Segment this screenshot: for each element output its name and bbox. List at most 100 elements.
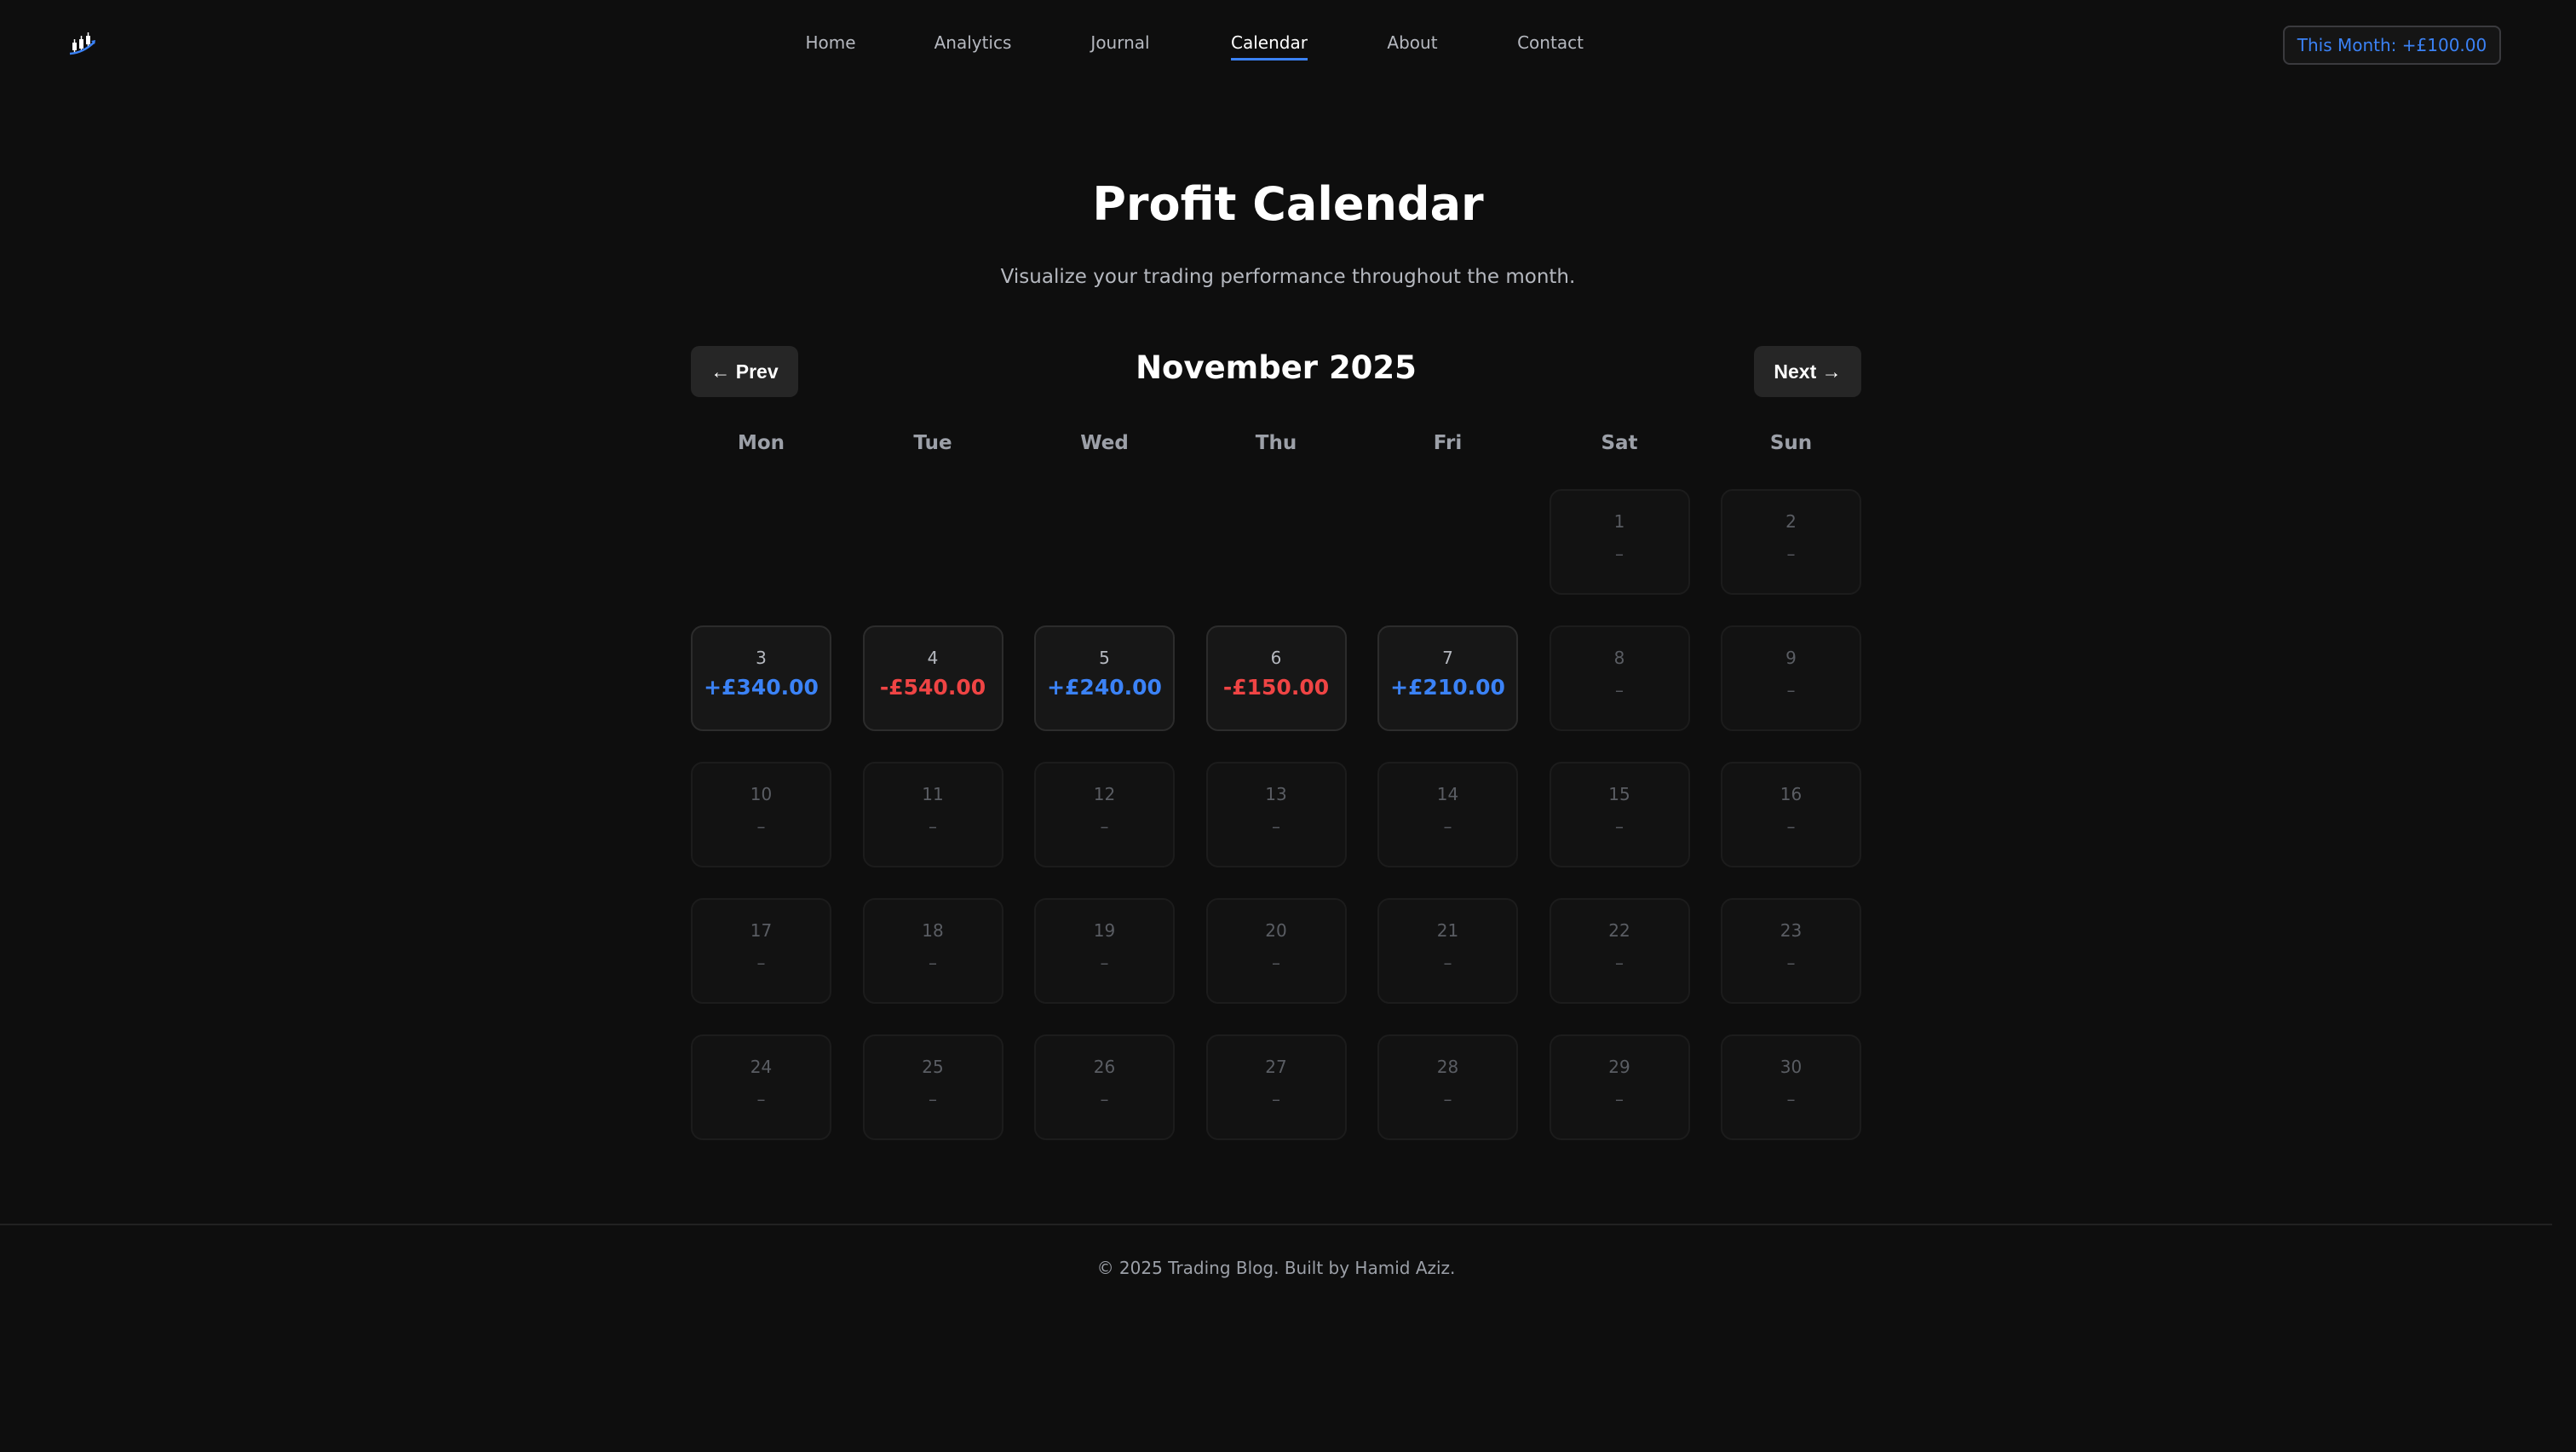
day-number: 15 [1608, 784, 1630, 804]
calendar-grid: Mon Tue Wed Thu Fri Sat Sun 1–2–3 +£340.00 4 -£540… [691, 426, 1861, 1171]
day-number: 22 [1608, 920, 1630, 941]
day-cell[interactable]: 8– [1549, 625, 1690, 731]
day-profit: -£540.00 [879, 675, 986, 700]
day-cell[interactable]: 22 – [1549, 898, 1690, 1004]
day-profit: – [1786, 544, 1796, 564]
weekday-header: Tue [913, 432, 952, 454]
day-profit: +£210.00 [1390, 675, 1505, 700]
monthly-total-badge: This Month: +£100.00 [2283, 26, 2501, 65]
nav-journal[interactable]: Journal [1090, 32, 1150, 53]
day-cell[interactable]: 20 – [1205, 898, 1347, 1004]
nav-analytics[interactable]: Analytics [934, 32, 1012, 53]
day-profit: – [1786, 816, 1796, 837]
day-profit: – [929, 1089, 937, 1109]
next-month-button[interactable]: Next → [1754, 346, 1861, 397]
day-profit: -£150.00 [1222, 675, 1330, 700]
day-profit: – [1443, 816, 1452, 837]
day-profit: – [1100, 1089, 1109, 1109]
day-number: 27 [1265, 1057, 1287, 1077]
footer-text: © 2025 Trading Blog. Built by Hamid Aziz… [1096, 1258, 1456, 1278]
day-profit: – [1100, 953, 1109, 973]
day-number: 17 [750, 920, 773, 941]
day-profit: – [1443, 1089, 1452, 1109]
day-number: 26 [1093, 1057, 1116, 1077]
day-profit: – [756, 1089, 766, 1109]
day-cell[interactable]: 7 +£210.00 [1377, 625, 1518, 731]
nav-home[interactable]: Home [805, 32, 856, 53]
day-cell[interactable]: 24 – [691, 1034, 831, 1140]
day-number: 29 [1608, 1057, 1630, 1077]
day-profit: – [1100, 816, 1109, 837]
day-profit: – [756, 816, 766, 837]
day-number: 5 [1099, 648, 1110, 668]
day-cell[interactable]: 4 -£540.00 [862, 625, 1003, 731]
day-number: 1 [1613, 511, 1625, 532]
day-number: 14 [1436, 784, 1459, 804]
day-number: 20 [1265, 920, 1287, 941]
weekday-header: Sat [1601, 432, 1638, 454]
day-number: 16 [1780, 784, 1803, 804]
day-number: 30 [1780, 1057, 1803, 1077]
day-cell[interactable]: 17 – [691, 898, 831, 1004]
day-profit: – [1615, 1089, 1624, 1109]
day-cell[interactable]: 11 – [862, 762, 1003, 867]
day-cell[interactable]: 12 – [1034, 762, 1175, 867]
day-number: 28 [1436, 1057, 1459, 1077]
day-cell[interactable]: 23 – [1721, 898, 1861, 1004]
day-cell[interactable]: 14 – [1377, 762, 1518, 867]
day-number: 21 [1436, 920, 1459, 941]
nav-contact[interactable]: Contact [1517, 32, 1584, 53]
day-number: 3 [756, 648, 767, 668]
day-cell[interactable]: 5 +£240.00 [1034, 625, 1175, 731]
nav-calendar[interactable]: Calendar [1231, 32, 1308, 60]
day-number: 10 [750, 784, 773, 804]
day-cell[interactable]: 28 – [1377, 1034, 1518, 1140]
day-cell[interactable]: 16 – [1721, 762, 1861, 867]
weekday-header: Mon [737, 432, 785, 454]
day-number: 2 [1785, 511, 1797, 532]
day-profit: – [1786, 953, 1796, 973]
day-number: 9 [1785, 648, 1797, 668]
day-profit: – [1615, 953, 1624, 973]
day-profit: +£240.00 [1047, 675, 1162, 700]
footer: © 2025 Trading Blog. Built by Hamid Aziz… [0, 1224, 2552, 1278]
day-cell[interactable]: 1– [1549, 489, 1690, 595]
day-cell[interactable]: 29 – [1549, 1034, 1690, 1140]
day-cell[interactable]: 3 +£340.00 [691, 625, 831, 731]
day-cell[interactable]: 21 – [1377, 898, 1518, 1004]
weekday-header: Wed [1080, 432, 1129, 454]
day-profit: – [1786, 1089, 1796, 1109]
day-cell[interactable]: 2– [1721, 489, 1861, 595]
top-nav: Home Analytics Journal Calendar About Co… [0, 0, 2576, 89]
page-subtitle: Visualize your trading performance throu… [1000, 266, 1576, 288]
candlestick-chart-logo-icon[interactable] [68, 31, 97, 56]
month-title: November 2025 [1136, 349, 1417, 386]
day-cell[interactable]: 25 – [862, 1034, 1003, 1140]
day-number: 4 [927, 648, 939, 668]
day-cell[interactable]: 18 – [862, 898, 1003, 1004]
day-number: 7 [1442, 648, 1453, 668]
weekday-header: Thu [1255, 432, 1297, 454]
page-title: Profit Calendar [1092, 177, 1484, 231]
day-cell[interactable]: 15 – [1549, 762, 1690, 867]
day-profit: – [1272, 816, 1280, 837]
day-cell[interactable]: 27 – [1205, 1034, 1347, 1140]
weekday-header: Sun [1769, 432, 1813, 454]
nav-about[interactable]: About [1387, 32, 1438, 53]
day-cell[interactable]: 26 – [1034, 1034, 1175, 1140]
day-profit: – [1786, 680, 1796, 700]
prev-month-button[interactable]: ← Prev [691, 346, 798, 397]
day-profit: – [1272, 953, 1280, 973]
day-profit: – [1615, 544, 1624, 564]
day-profit: – [1443, 953, 1452, 973]
day-cell[interactable]: 30 – [1721, 1034, 1861, 1140]
day-number: 24 [750, 1057, 773, 1077]
day-cell[interactable]: 10 – [691, 762, 831, 867]
day-cell[interactable]: 13 – [1205, 762, 1347, 867]
day-cell[interactable]: 19 – [1034, 898, 1175, 1004]
day-profit: +£340.00 [704, 675, 819, 700]
day-number: 8 [1613, 648, 1625, 668]
day-cell[interactable]: 6 -£150.00 [1205, 625, 1347, 731]
day-profit: – [1272, 1089, 1280, 1109]
day-cell[interactable]: 9– [1721, 625, 1861, 731]
